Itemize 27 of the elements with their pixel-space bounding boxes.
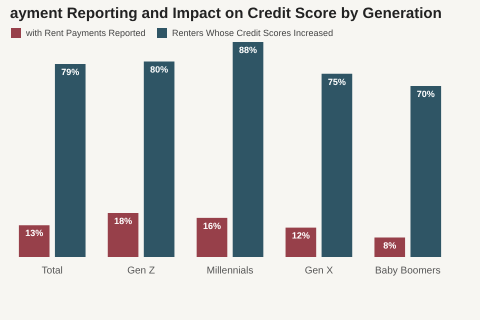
x-tick-label: Gen X: [304, 266, 334, 276]
x-tick-label: Total: [42, 266, 63, 276]
data-label: 70%: [416, 88, 435, 99]
bar: [232, 42, 264, 257]
chart-title: ayment Reporting and Impact on Credit Score by Generation: [10, 5, 442, 22]
bar: [410, 86, 442, 257]
data-label: 12%: [292, 230, 310, 241]
x-tick-label: Baby Boomers: [374, 266, 441, 276]
data-label: 8%: [383, 240, 396, 250]
data-label: 79%: [61, 66, 80, 77]
data-label: 16%: [202, 220, 221, 231]
data-label: 18%: [114, 216, 132, 226]
legend-label: Renters Whose Credit Scores Increased: [172, 28, 334, 38]
bar: [18, 225, 50, 257]
legend-label: with Rent Payments Reported: [25, 28, 146, 38]
x-tick-label: Gen Z: [127, 266, 156, 276]
data-label: 75%: [328, 76, 346, 87]
data-label: 13%: [25, 228, 44, 238]
x-tick-label: Millennials: [206, 266, 254, 276]
bar: [286, 228, 316, 257]
bar: [196, 218, 228, 257]
bar: [322, 74, 352, 257]
bar: [144, 62, 174, 257]
data-label: 80%: [150, 64, 168, 75]
bar: [54, 64, 86, 257]
bar: [108, 213, 138, 257]
data-label: 88%: [239, 45, 258, 55]
